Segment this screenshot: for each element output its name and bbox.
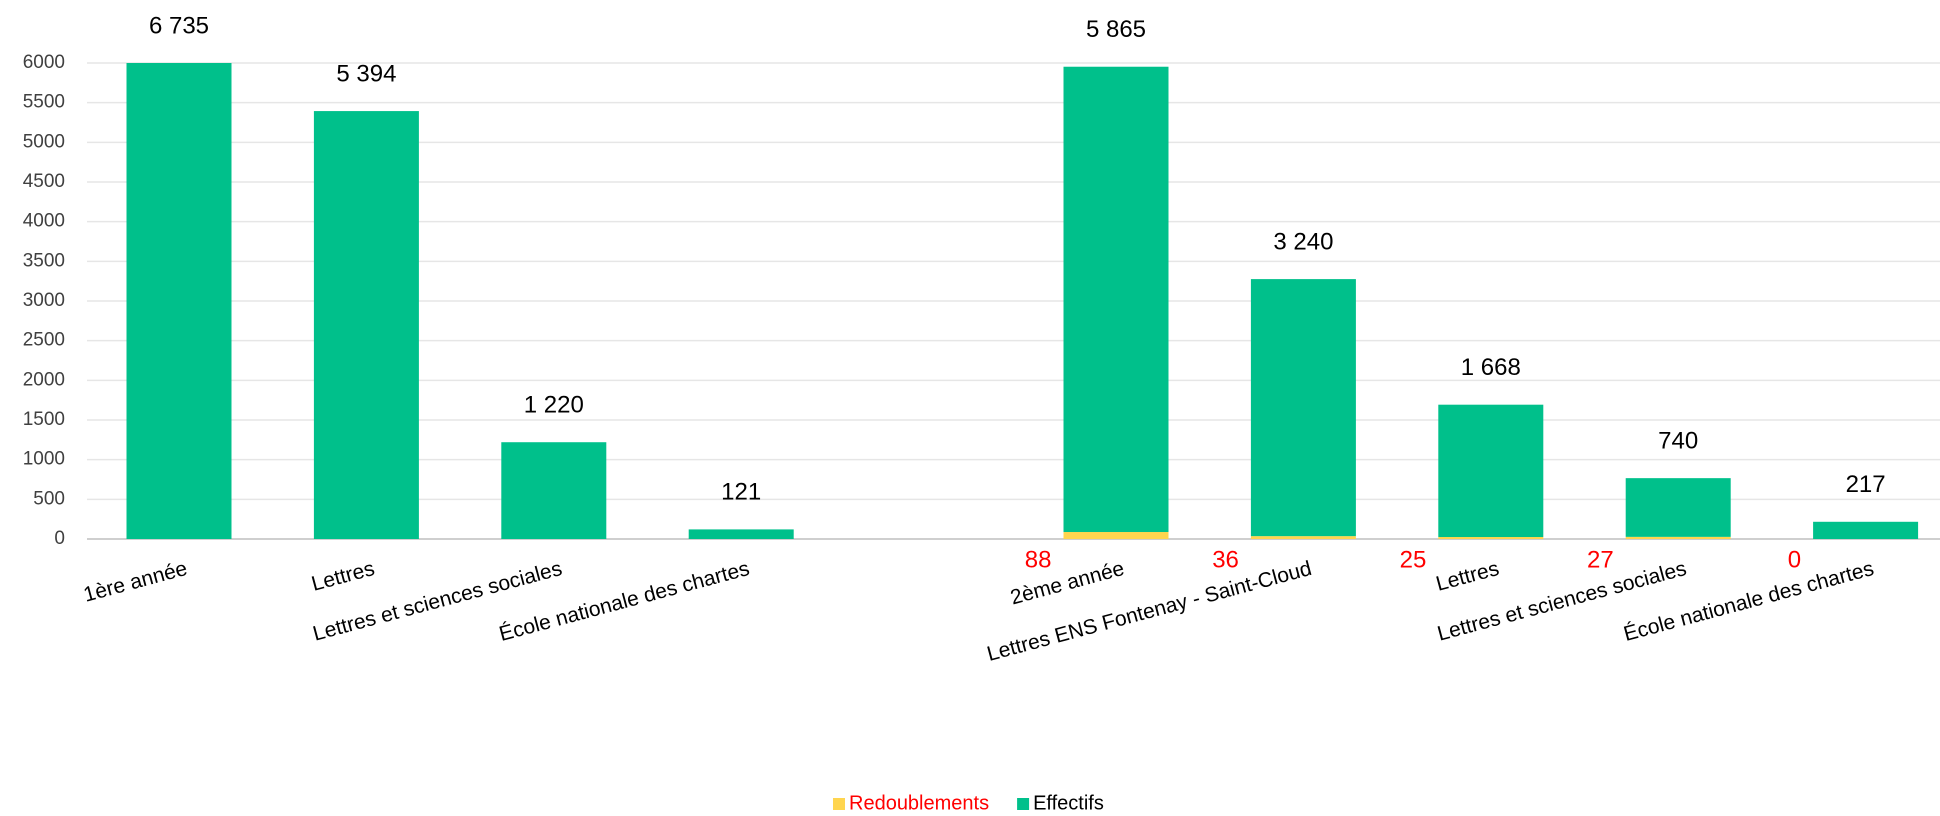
data-label: 36: [1212, 546, 1239, 573]
y-tick-label: 4000: [23, 211, 65, 232]
y-tick-label: 0: [54, 528, 65, 549]
data-label: 27: [1587, 546, 1614, 573]
bar-segment: [1250, 279, 1356, 537]
x-tick-label: 1ère année: [81, 557, 190, 607]
y-tick-label: 3000: [23, 290, 65, 311]
y-tick-label: 5500: [23, 92, 65, 113]
y-tick-label: 6000: [23, 52, 65, 73]
bars: [126, 63, 1919, 540]
data-label: 3 240: [1273, 228, 1333, 255]
data-label: 1 220: [524, 392, 584, 419]
x-tick-label: Lettres: [309, 557, 377, 596]
data-label: 5 394: [336, 60, 396, 87]
bar-segment: [1813, 521, 1919, 539]
legend-swatch: [1017, 798, 1030, 810]
bar-segment: [1250, 536, 1356, 539]
bar-segment: [1625, 536, 1731, 539]
bar-segment: [313, 111, 419, 540]
data-label: 6 735: [149, 12, 209, 39]
bar-segment: [1063, 532, 1169, 539]
data-label: 1 668: [1461, 354, 1521, 381]
y-tick-label: 2500: [23, 330, 65, 351]
legend-swatch: [833, 798, 845, 810]
bar-segment: [1438, 404, 1544, 538]
y-tick-label: 4500: [23, 171, 65, 192]
x-tick-label: Lettres: [1434, 557, 1502, 596]
legend-label: Effectifs: [1033, 792, 1104, 814]
data-label: 0: [1788, 546, 1801, 573]
y-tick-label: 500: [33, 488, 65, 509]
data-label: 121: [721, 479, 761, 506]
bar-segment: [501, 442, 607, 539]
data-label: 740: [1658, 427, 1698, 454]
data-label: 88: [1025, 546, 1052, 573]
bar-segment: [1625, 478, 1731, 537]
y-tick-label: 5000: [23, 131, 65, 152]
legend-label: Redoublements: [849, 792, 989, 814]
y-tick-label: 3500: [23, 250, 65, 271]
bar-segment: [1438, 537, 1544, 539]
bar-segment: [688, 529, 794, 539]
labels: 0 500 1000 1500 2000 2500 3000 3500 4000 4500 5000…: [23, 12, 1886, 814]
bar-segment: [126, 63, 232, 539]
y-tick-label: 2000: [23, 369, 65, 390]
bar-segment: [1063, 66, 1169, 533]
y-tick-label: 1000: [23, 449, 65, 470]
data-label: 25: [1400, 546, 1427, 573]
y-tick-label: 1500: [23, 409, 65, 430]
data-label: 217: [1846, 471, 1886, 498]
data-label: 5 865: [1086, 16, 1146, 43]
